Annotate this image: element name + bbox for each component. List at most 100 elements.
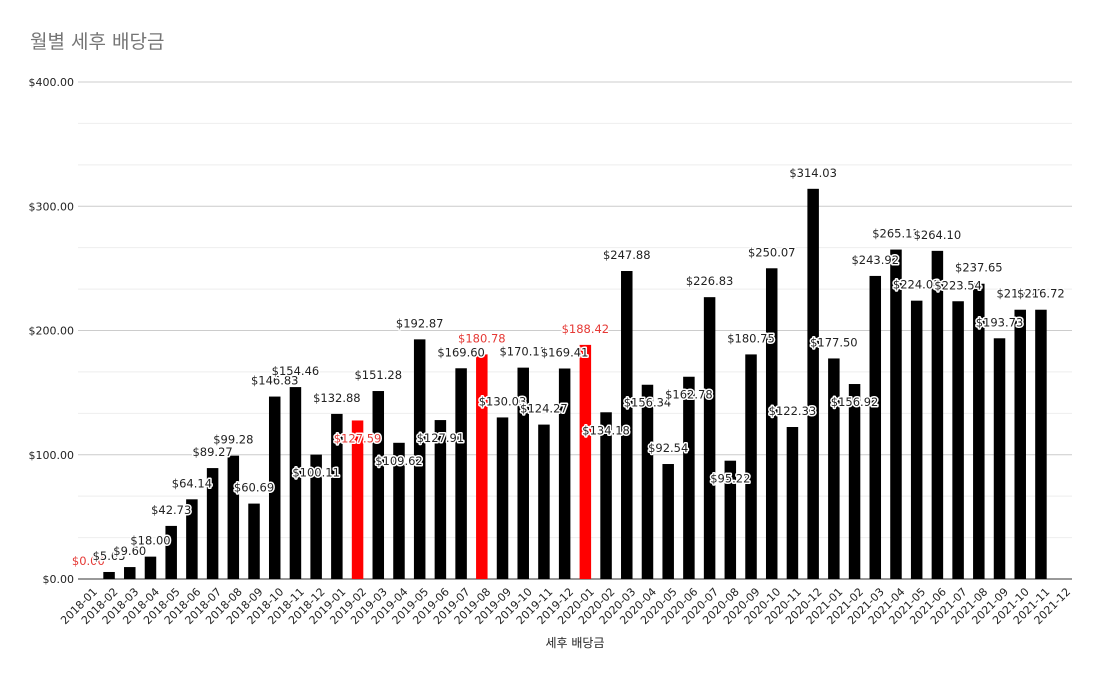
data-label: $250.07	[748, 245, 796, 259]
bar	[289, 387, 302, 579]
gridlines	[78, 81, 1072, 580]
data-label: $156.92	[831, 395, 879, 409]
data-label: $89.27	[192, 445, 232, 459]
data-labels: $0.00$5.65$9.60$18.00$42.73$64.14$89.27$…	[70, 164, 1066, 569]
data-label: $192.87	[396, 316, 444, 330]
x-axis: 2018-012018-022018-032018-042018-052018-…	[58, 585, 1073, 627]
data-label: $64.14	[172, 476, 212, 490]
data-label: $216.72	[996, 287, 1044, 301]
bar	[869, 275, 882, 579]
y-tick-label: $200.00	[29, 325, 75, 338]
bar	[455, 368, 467, 579]
bar	[724, 460, 737, 579]
y-tick-label: $300.00	[29, 200, 75, 213]
data-label: $180.78	[458, 331, 506, 345]
bars	[103, 188, 1047, 579]
data-label: $169.41	[541, 346, 589, 360]
bar	[186, 499, 198, 579]
bar	[227, 455, 240, 579]
data-label: $247.88	[603, 248, 651, 262]
data-label: $265.13	[872, 227, 920, 241]
data-label: $156.34	[624, 396, 672, 410]
y-tick-label: $0.00	[43, 573, 75, 586]
bar	[434, 420, 447, 579]
data-label: $130.03	[479, 394, 527, 408]
data-label: $0.00	[72, 554, 105, 568]
data-label: $146.83	[251, 374, 299, 388]
x-axis-title: 세후 배당금	[545, 636, 604, 650]
bar	[621, 271, 633, 579]
bar	[538, 424, 550, 579]
data-label: $223.54	[934, 278, 982, 292]
data-label: $216.72	[1017, 287, 1065, 301]
bar	[103, 571, 115, 579]
data-label: $193.73	[976, 315, 1024, 329]
data-label: $127.59	[334, 431, 382, 445]
data-label: $122.33	[769, 404, 817, 418]
bar	[600, 412, 612, 579]
y-tick-label: $100.00	[29, 449, 75, 462]
data-label: $188.42	[562, 322, 610, 336]
bar	[890, 249, 902, 579]
data-label: $177.50	[810, 335, 858, 349]
data-label: $92.54	[648, 441, 688, 455]
data-label: $151.28	[354, 368, 402, 382]
bar	[952, 301, 964, 579]
y-axis: $0.00 $100.00 $200.00 $300.00 $400.00	[29, 76, 1072, 586]
data-label: $264.10	[914, 228, 962, 242]
bar	[144, 556, 157, 579]
data-label: $237.65	[955, 261, 1003, 275]
bar	[807, 188, 819, 579]
data-label: $170.11	[499, 345, 547, 359]
data-label: $9.60	[113, 544, 146, 558]
data-label: $42.73	[151, 503, 191, 517]
data-label: $99.28	[213, 433, 253, 447]
data-label: $5.65	[93, 549, 126, 563]
data-label: $95.22	[710, 472, 750, 486]
data-label: $132.88	[313, 391, 361, 405]
bar	[745, 354, 757, 579]
bar	[372, 391, 385, 579]
bar	[124, 567, 136, 579]
data-label: $224.01	[893, 278, 941, 292]
bar	[393, 442, 405, 579]
bar	[828, 358, 840, 579]
bar	[206, 468, 219, 579]
bar	[848, 384, 861, 579]
data-label: $243.92	[851, 253, 899, 267]
bar	[973, 283, 985, 579]
data-label: $60.69	[234, 481, 274, 495]
bar	[351, 420, 364, 579]
data-label: $124.27	[520, 402, 568, 416]
bar	[786, 427, 799, 579]
bar	[517, 367, 529, 579]
bar	[765, 268, 778, 579]
data-label: $18.00	[130, 534, 170, 548]
bar	[310, 454, 322, 579]
bar	[476, 354, 488, 579]
bar	[1035, 309, 1047, 579]
data-label: $127.91	[417, 431, 465, 445]
bar	[165, 525, 177, 579]
data-label: $162.78	[665, 388, 713, 402]
bar	[662, 464, 674, 579]
data-label: $226.83	[686, 274, 734, 288]
data-label: $100.11	[292, 466, 340, 480]
y-tick-label: $400.00	[29, 76, 75, 89]
bar	[268, 396, 281, 579]
data-label: $314.03	[789, 166, 837, 180]
bar	[703, 297, 716, 579]
bar	[248, 503, 260, 579]
bar	[931, 250, 944, 579]
data-label: $134.18	[582, 423, 630, 437]
data-label: $154.46	[272, 364, 320, 378]
bar	[641, 384, 654, 579]
data-label: $169.60	[437, 345, 485, 359]
data-label: $180.75	[727, 331, 775, 345]
bar	[331, 413, 343, 579]
bar	[413, 339, 426, 579]
bar	[683, 376, 695, 579]
bar	[910, 300, 923, 579]
bar	[496, 417, 509, 579]
